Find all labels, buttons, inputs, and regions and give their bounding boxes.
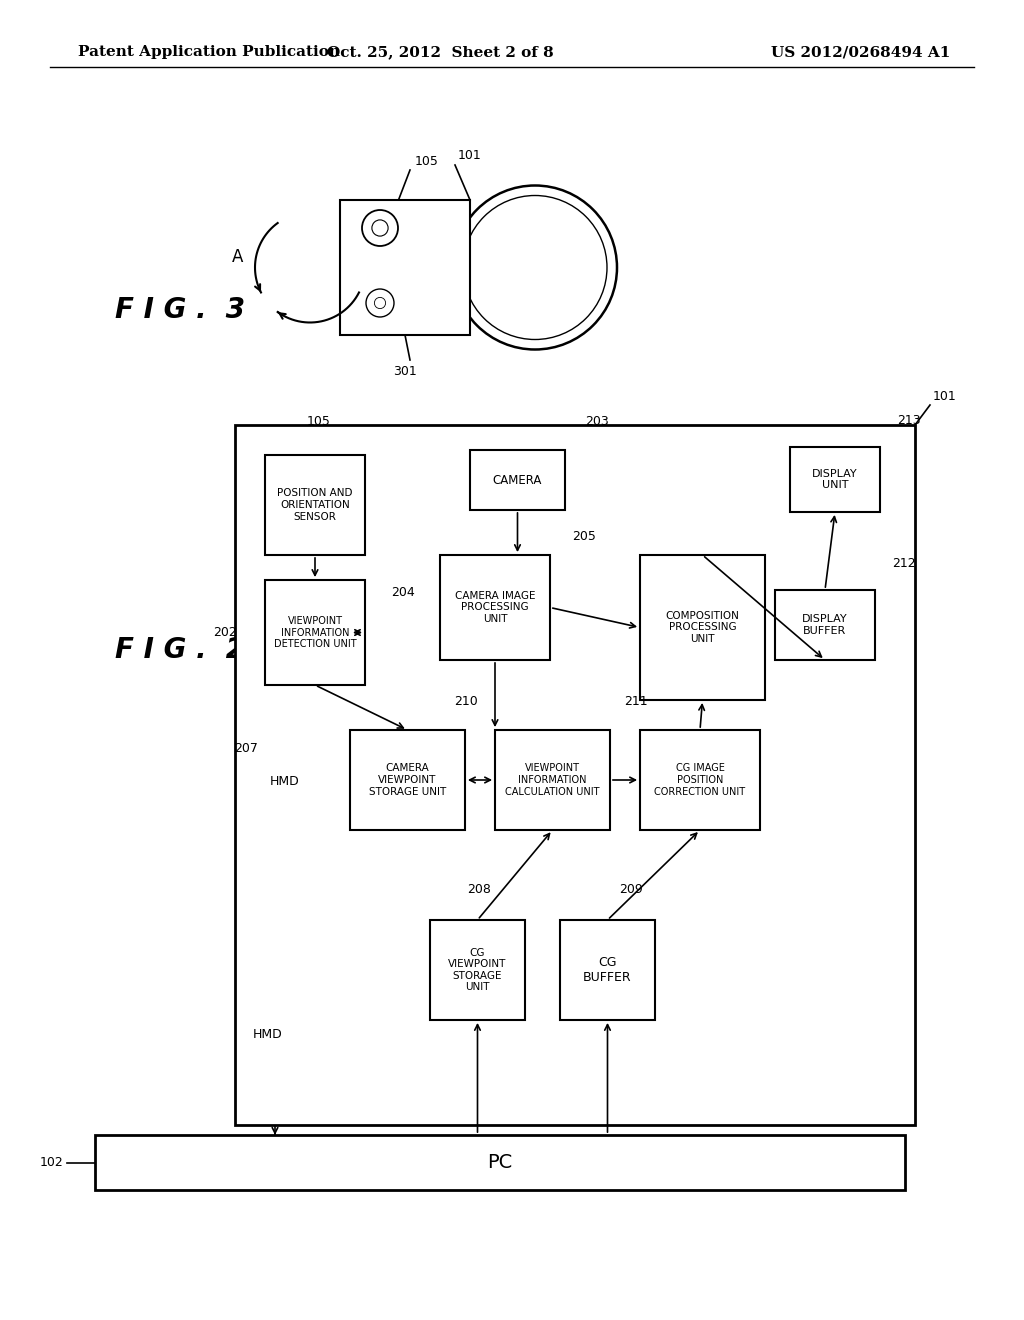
Text: CG
BUFFER: CG BUFFER xyxy=(584,956,632,983)
Circle shape xyxy=(372,220,388,236)
Bar xyxy=(775,590,874,660)
Bar xyxy=(265,455,365,554)
Text: CG IMAGE
POSITION
CORRECTION UNIT: CG IMAGE POSITION CORRECTION UNIT xyxy=(654,763,745,796)
Circle shape xyxy=(362,210,398,246)
Bar xyxy=(495,730,610,830)
Bar xyxy=(350,730,465,830)
Circle shape xyxy=(366,289,394,317)
Bar xyxy=(790,447,880,512)
Text: HMD: HMD xyxy=(253,1028,283,1041)
Text: 105: 105 xyxy=(307,414,331,428)
Text: DISPLAY
BUFFER: DISPLAY BUFFER xyxy=(802,614,848,636)
Text: 204: 204 xyxy=(391,586,415,599)
Text: CAMERA IMAGE
PROCESSING
UNIT: CAMERA IMAGE PROCESSING UNIT xyxy=(455,591,536,624)
Text: DISPLAY
UNIT: DISPLAY UNIT xyxy=(812,469,858,490)
Text: COMPOSITION
PROCESSING
UNIT: COMPOSITION PROCESSING UNIT xyxy=(666,611,739,644)
Text: 211: 211 xyxy=(624,696,647,708)
Text: VIEWPOINT
INFORMATION
DETECTION UNIT: VIEWPOINT INFORMATION DETECTION UNIT xyxy=(273,616,356,649)
Text: PC: PC xyxy=(487,1152,513,1172)
Text: 101: 101 xyxy=(458,149,481,162)
Text: 301: 301 xyxy=(393,366,417,378)
Text: Oct. 25, 2012  Sheet 2 of 8: Oct. 25, 2012 Sheet 2 of 8 xyxy=(327,45,553,59)
Text: 205: 205 xyxy=(572,531,596,543)
Bar xyxy=(430,920,525,1020)
Text: HMD: HMD xyxy=(270,775,300,788)
Text: CG
VIEWPOINT
STORAGE
UNIT: CG VIEWPOINT STORAGE UNIT xyxy=(449,948,507,993)
Text: 207: 207 xyxy=(234,742,258,755)
Text: CAMERA
VIEWPOINT
STORAGE UNIT: CAMERA VIEWPOINT STORAGE UNIT xyxy=(369,763,446,796)
Text: A: A xyxy=(231,248,243,267)
Text: 101: 101 xyxy=(933,389,956,403)
Bar xyxy=(265,579,365,685)
Bar xyxy=(470,450,565,510)
Text: F I G .  3: F I G . 3 xyxy=(115,296,245,323)
Text: 213: 213 xyxy=(897,414,921,426)
Text: VIEWPOINT
INFORMATION
CALCULATION UNIT: VIEWPOINT INFORMATION CALCULATION UNIT xyxy=(505,763,600,796)
Text: F I G .  2: F I G . 2 xyxy=(115,636,245,664)
Bar xyxy=(560,920,655,1020)
Text: US 2012/0268494 A1: US 2012/0268494 A1 xyxy=(771,45,950,59)
Bar xyxy=(95,1135,905,1191)
Text: 203: 203 xyxy=(585,414,608,428)
Text: POSITION AND
ORIENTATION
SENSOR: POSITION AND ORIENTATION SENSOR xyxy=(278,488,352,521)
Text: 208: 208 xyxy=(468,883,492,896)
Circle shape xyxy=(463,195,607,339)
Bar xyxy=(340,201,470,335)
Circle shape xyxy=(453,186,617,350)
Text: 212: 212 xyxy=(892,557,915,570)
Text: CAMERA: CAMERA xyxy=(493,474,542,487)
Text: Patent Application Publication: Patent Application Publication xyxy=(78,45,340,59)
Text: 102: 102 xyxy=(39,1156,63,1170)
Bar xyxy=(640,730,760,830)
Text: 210: 210 xyxy=(455,696,478,708)
Circle shape xyxy=(375,297,386,309)
Text: 105: 105 xyxy=(415,154,439,168)
Bar xyxy=(234,425,915,1125)
Text: 202: 202 xyxy=(213,626,237,639)
Text: 209: 209 xyxy=(620,883,643,896)
Bar xyxy=(640,554,765,700)
Bar xyxy=(440,554,550,660)
